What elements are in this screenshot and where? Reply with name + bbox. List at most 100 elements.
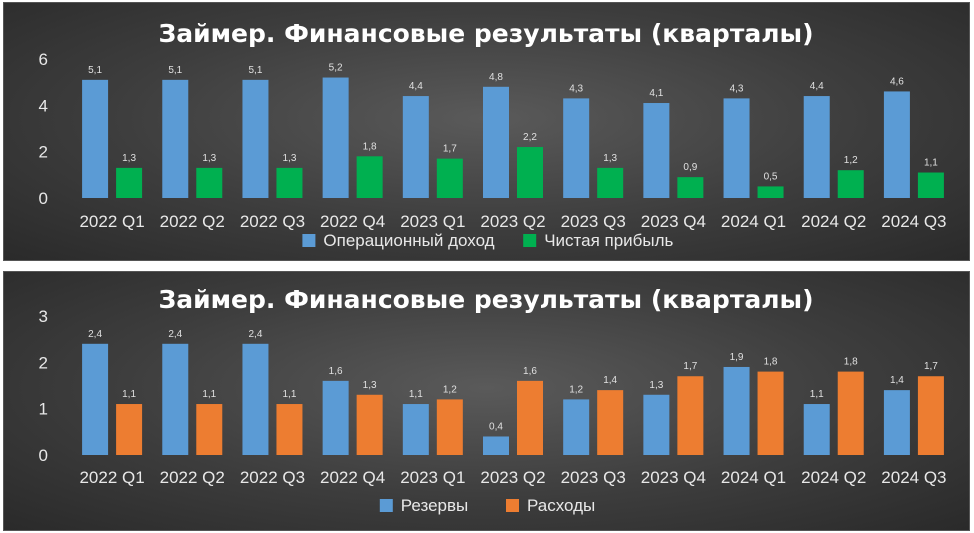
bar — [757, 371, 784, 455]
data-label: 1,6 — [329, 366, 343, 377]
data-label: 1,7 — [443, 144, 457, 155]
bar — [196, 404, 223, 455]
data-label: 1,4 — [603, 375, 617, 386]
data-label: 4,3 — [569, 83, 583, 94]
data-label: 5,2 — [329, 63, 343, 74]
data-label: 0,4 — [489, 421, 503, 432]
data-label: 1,9 — [730, 352, 744, 363]
chart-title: Займер. Финансовые результаты (кварталы) — [158, 285, 813, 314]
bar — [643, 103, 670, 198]
data-label: 5,1 — [249, 65, 263, 76]
data-label: 1,2 — [443, 384, 457, 395]
data-label: 1,3 — [122, 153, 136, 164]
bar — [436, 399, 463, 455]
data-label: 4,4 — [810, 81, 824, 92]
data-label: 4,8 — [489, 72, 503, 83]
data-label: 1,3 — [283, 153, 297, 164]
x-tick-label: 2024 Q2 — [801, 212, 866, 231]
bar — [356, 156, 383, 198]
legend-swatch — [302, 234, 316, 247]
data-label: 1,2 — [844, 155, 858, 166]
bar — [242, 79, 269, 198]
bar — [322, 77, 349, 198]
y-tick-label: 2 — [39, 143, 48, 162]
bar — [883, 390, 910, 455]
bar — [837, 170, 864, 198]
chart-panel-top: Займер. Финансовые результаты (кварталы)… — [3, 2, 970, 261]
x-tick-label: 2022 Q3 — [240, 212, 305, 231]
bar — [82, 343, 109, 455]
bar — [356, 394, 383, 455]
bar — [597, 390, 624, 455]
chart-top: Займер. Финансовые результаты (кварталы)… — [39, 19, 947, 250]
x-tick-label: 2023 Q1 — [400, 468, 465, 487]
bar — [917, 172, 944, 198]
bar — [803, 404, 830, 455]
data-label: 4,3 — [730, 83, 744, 94]
x-tick-label: 2022 Q1 — [79, 468, 144, 487]
data-label: 1,3 — [649, 380, 663, 391]
bar — [116, 167, 143, 198]
x-tick-label: 2022 Q2 — [160, 212, 225, 231]
x-tick-label: 2022 Q3 — [240, 468, 305, 487]
bar — [563, 98, 590, 198]
data-label: 1,7 — [924, 361, 938, 372]
data-label: 1,1 — [409, 389, 423, 400]
bar — [436, 158, 463, 198]
x-tick-label: 2023 Q2 — [480, 212, 545, 231]
data-label: 1,6 — [523, 366, 537, 377]
data-label: 1,2 — [569, 384, 583, 395]
bar — [803, 96, 830, 198]
bar — [723, 98, 750, 198]
bar — [597, 167, 624, 198]
bar — [322, 380, 349, 455]
data-label: 1,7 — [683, 361, 697, 372]
bar — [643, 394, 670, 455]
data-label: 2,2 — [523, 132, 537, 143]
x-tick-label: 2023 Q1 — [400, 212, 465, 231]
bar — [162, 343, 189, 455]
x-tick-label: 2023 Q3 — [561, 212, 626, 231]
data-label: 1,8 — [363, 141, 377, 152]
chart-title: Займер. Финансовые результаты (кварталы) — [158, 19, 813, 48]
bar — [483, 436, 509, 455]
bar — [242, 343, 269, 455]
x-tick-label: 2022 Q2 — [160, 468, 225, 487]
x-tick-label: 2023 Q4 — [641, 212, 706, 231]
x-tick-label: 2024 Q3 — [881, 468, 946, 487]
data-label: 2,4 — [249, 329, 263, 340]
x-tick-label: 2023 Q2 — [480, 468, 545, 487]
bar — [563, 399, 590, 455]
data-label: 1,3 — [202, 153, 216, 164]
x-tick-label: 2024 Q3 — [881, 212, 946, 231]
data-label: 1,1 — [202, 389, 216, 400]
bar — [917, 376, 944, 455]
x-tick-label: 2024 Q1 — [721, 212, 786, 231]
y-tick-label: 0 — [39, 189, 48, 208]
y-tick-label: 1 — [39, 400, 48, 419]
x-tick-label: 2024 Q1 — [721, 468, 786, 487]
legend-label: Резервы — [401, 496, 468, 515]
legend: Операционный доход Чистая прибыль — [302, 231, 674, 250]
data-label: 1,3 — [603, 153, 617, 164]
bar — [402, 404, 429, 455]
data-label: 2,4 — [88, 329, 102, 340]
bar — [517, 147, 543, 198]
data-label: 1,1 — [283, 389, 297, 400]
y-tick-label: 3 — [39, 307, 48, 326]
x-tick-label: 2024 Q2 — [801, 468, 866, 487]
data-label: 1,3 — [363, 380, 377, 391]
x-tick-label: 2022 Q4 — [320, 468, 385, 487]
y-tick-label: 0 — [39, 446, 48, 465]
legend-swatch — [523, 234, 537, 247]
bar — [276, 167, 303, 198]
data-label: 4,1 — [649, 88, 663, 99]
y-tick-label: 6 — [39, 50, 48, 69]
legend-swatch — [506, 499, 519, 512]
x-tick-label: 2022 Q1 — [79, 212, 144, 231]
y-tick-label: 2 — [39, 353, 48, 372]
legend: Резервы Расходы — [379, 496, 595, 515]
data-label: 4,6 — [890, 76, 904, 87]
x-tick-label: 2023 Q4 — [641, 468, 706, 487]
data-label: 1,8 — [764, 357, 778, 368]
